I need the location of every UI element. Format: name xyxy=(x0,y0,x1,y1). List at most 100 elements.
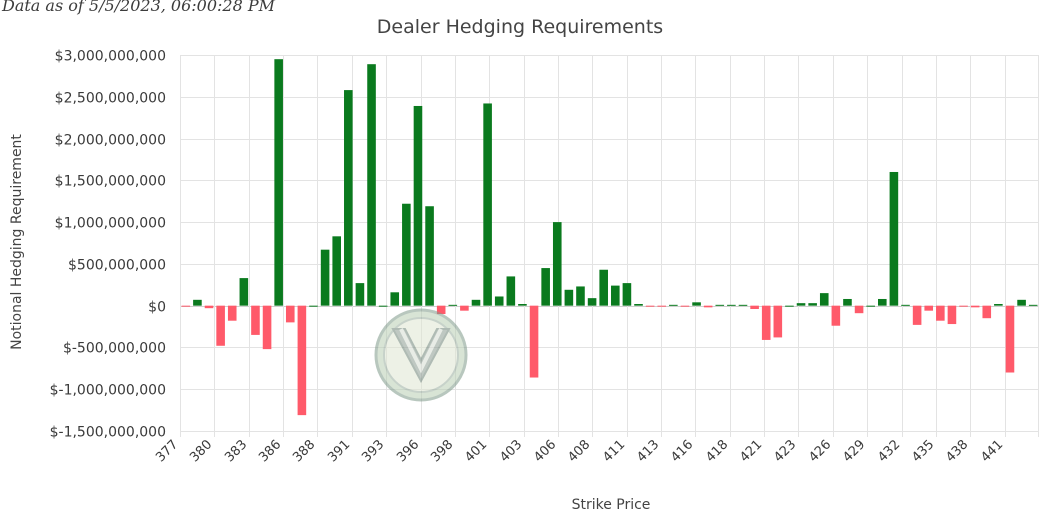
y-tick-label: $-500,000,000 xyxy=(63,341,166,357)
bar xyxy=(703,305,713,308)
y-tick-label: $1,000,000,000 xyxy=(55,216,166,232)
bar xyxy=(320,249,330,306)
bar xyxy=(912,305,922,325)
bar xyxy=(854,305,864,314)
y-tick-label: $3,000,000,000 xyxy=(55,49,166,65)
x-tick-label: 408 xyxy=(565,437,593,465)
y-tick-label: $-1,000,000,000 xyxy=(50,383,166,399)
bar xyxy=(518,304,527,306)
bar xyxy=(332,236,341,306)
bar xyxy=(483,103,492,306)
x-tick-label: 398 xyxy=(428,437,456,465)
bar xyxy=(808,303,817,306)
x-tick-label: 421 xyxy=(737,437,765,465)
bar xyxy=(181,305,191,307)
y-tick-label: $2,500,000,000 xyxy=(55,91,166,107)
y-axis-label: Notional Hedging Requirement xyxy=(9,134,25,350)
x-tick-label: 438 xyxy=(943,437,971,465)
x-tick-label: 429 xyxy=(840,437,868,465)
x-tick-label: 403 xyxy=(497,437,525,465)
bar xyxy=(750,305,759,310)
bar xyxy=(959,305,968,307)
bar xyxy=(367,64,376,306)
bar xyxy=(576,286,585,306)
bar xyxy=(819,293,829,306)
bar xyxy=(309,305,318,307)
y-tick-label: $500,000,000 xyxy=(68,258,166,274)
bar xyxy=(622,283,632,306)
bar xyxy=(227,305,237,321)
logo-watermark xyxy=(374,308,468,402)
bar xyxy=(448,304,458,306)
bar xyxy=(599,269,608,306)
y-tick-label: $2,000,000,000 xyxy=(55,133,166,149)
bar xyxy=(239,278,249,306)
x-tick-label: 413 xyxy=(634,437,662,465)
bar xyxy=(204,305,214,309)
bar xyxy=(738,304,748,306)
bar xyxy=(564,289,574,306)
bar xyxy=(901,304,910,306)
bar xyxy=(727,304,736,306)
bar xyxy=(994,304,1003,306)
bar xyxy=(378,305,388,307)
bar xyxy=(785,305,794,307)
bar xyxy=(216,305,225,346)
x-tick-label: 441 xyxy=(978,437,1006,465)
x-tick-label: 393 xyxy=(359,437,387,465)
x-tick-label: 406 xyxy=(531,437,559,465)
x-tick-label: 391 xyxy=(325,437,353,465)
bar xyxy=(552,222,562,306)
bar xyxy=(390,292,400,306)
bar xyxy=(924,305,934,311)
x-tick-label: 435 xyxy=(909,437,937,465)
bar xyxy=(355,283,365,306)
bar xyxy=(645,305,655,307)
x-tick-label: 396 xyxy=(394,437,422,465)
bar xyxy=(274,59,283,306)
x-tick-label: 380 xyxy=(187,437,215,465)
x-tick-label: 388 xyxy=(290,437,318,465)
bar xyxy=(692,302,701,306)
bars xyxy=(181,59,1038,416)
bar xyxy=(344,90,353,306)
bar xyxy=(285,305,295,323)
bar xyxy=(773,305,783,338)
bar xyxy=(262,305,272,350)
bar xyxy=(634,304,643,306)
x-tick-label: 432 xyxy=(875,437,903,465)
bar xyxy=(541,268,550,306)
bar xyxy=(657,305,667,307)
bar xyxy=(251,305,260,335)
bar xyxy=(936,305,945,321)
y-tick-label: $0 xyxy=(148,300,166,316)
x-tick-label: 418 xyxy=(703,437,731,465)
bar xyxy=(715,304,725,306)
bar xyxy=(402,203,411,306)
gridlines xyxy=(180,55,1039,437)
bar xyxy=(1028,304,1038,306)
bar xyxy=(413,105,423,306)
x-tick-label: 426 xyxy=(806,437,834,465)
bar xyxy=(1005,305,1015,373)
bar xyxy=(680,305,690,307)
bar xyxy=(471,299,481,306)
y-tick-label: $1,500,000,000 xyxy=(55,174,166,190)
bar xyxy=(297,305,307,416)
x-tick-label: 383 xyxy=(222,437,250,465)
x-tick-label: 386 xyxy=(256,437,284,465)
x-tick-label: 416 xyxy=(668,437,696,465)
bar xyxy=(970,305,980,308)
x-tick-label: 423 xyxy=(771,437,799,465)
bar xyxy=(796,303,806,306)
bar xyxy=(947,305,957,325)
y-axis-ticks: $3,000,000,000 $2,500,000,000 $2,000,000,0… xyxy=(50,49,166,441)
bar xyxy=(669,304,678,306)
bar xyxy=(425,206,434,306)
chart-title: Dealer Hedging Requirements xyxy=(377,16,663,38)
x-axis-ticks: 377 380 383 386 388 391 393 396 398 401 403 406 408 4… xyxy=(153,437,1006,465)
bar xyxy=(587,298,597,306)
x-axis-label: Strike Price xyxy=(572,497,651,513)
y-tick-label: $-1,500,000,000 xyxy=(50,425,166,441)
